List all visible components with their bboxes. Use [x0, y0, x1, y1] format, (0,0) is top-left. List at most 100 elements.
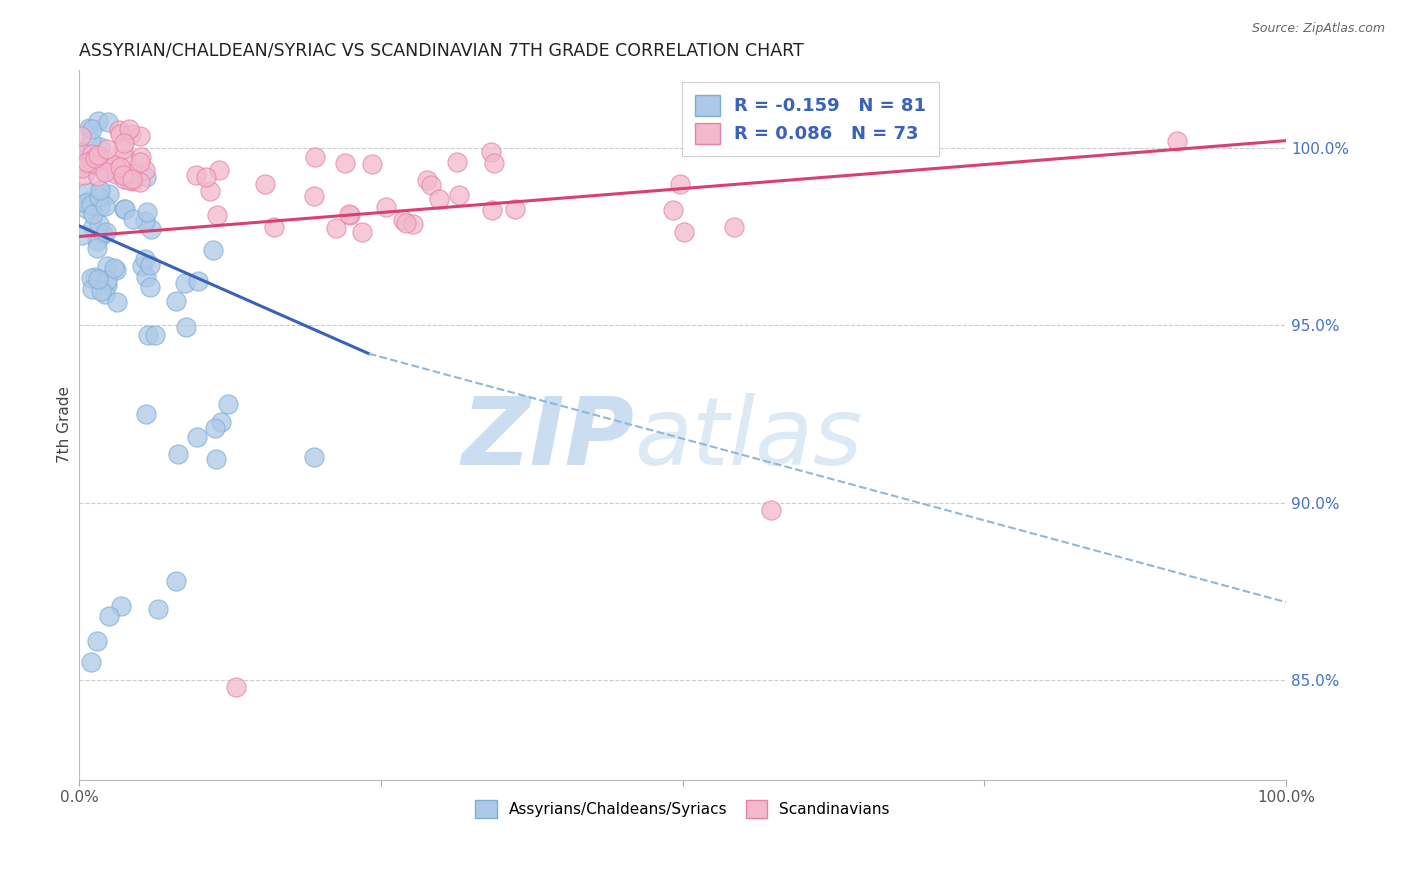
Point — [207, 162, 229, 177]
Point — [165, 294, 187, 309]
Point — [135, 170, 157, 185]
Point — [1166, 134, 1188, 148]
Point — [146, 602, 169, 616]
Point — [96, 278, 118, 293]
Point — [503, 202, 526, 216]
Point — [112, 168, 135, 182]
Point — [84, 159, 107, 173]
Y-axis label: 7th Grade: 7th Grade — [58, 386, 72, 463]
Point — [97, 161, 120, 176]
Point — [72, 157, 94, 171]
Point — [198, 184, 221, 198]
Point — [167, 447, 190, 461]
Point — [352, 225, 374, 239]
Point — [108, 160, 131, 174]
Point — [73, 168, 96, 182]
Point — [89, 200, 111, 214]
Point — [80, 198, 103, 212]
Point — [337, 206, 360, 220]
Point — [129, 150, 152, 164]
Point — [333, 156, 356, 170]
Point — [139, 279, 162, 293]
Point — [72, 145, 94, 159]
Point — [139, 258, 162, 272]
Point — [96, 273, 118, 287]
Point — [129, 154, 152, 169]
Point — [96, 259, 118, 273]
Point — [402, 217, 425, 231]
Point — [80, 134, 103, 148]
Point — [86, 241, 108, 255]
Point — [447, 188, 470, 202]
Point — [139, 222, 162, 236]
Point — [304, 150, 326, 164]
Point — [194, 169, 217, 184]
Point — [135, 205, 157, 219]
Point — [134, 162, 156, 177]
Point — [83, 269, 105, 284]
Point — [479, 145, 502, 159]
Point — [669, 177, 692, 191]
Point — [91, 227, 114, 241]
Point — [112, 136, 135, 150]
Point — [672, 225, 695, 239]
Point — [93, 153, 115, 167]
Point — [112, 202, 135, 217]
Point — [75, 195, 97, 210]
Point — [80, 656, 103, 670]
Point — [173, 277, 195, 291]
Point — [87, 114, 110, 128]
Point — [392, 212, 415, 227]
Point — [94, 199, 117, 213]
Point — [76, 202, 98, 217]
Point — [120, 127, 142, 141]
Point — [107, 123, 129, 137]
Point — [174, 320, 197, 334]
Point — [134, 252, 156, 266]
Point — [70, 129, 93, 144]
Point — [122, 211, 145, 226]
Point — [82, 220, 104, 235]
Point — [304, 450, 326, 464]
Point — [94, 164, 117, 178]
Text: ASSYRIAN/CHALDEAN/SYRIAC VS SCANDINAVIAN 7TH GRADE CORRELATION CHART: ASSYRIAN/CHALDEAN/SYRIAC VS SCANDINAVIAN… — [79, 42, 804, 60]
Point — [84, 151, 107, 165]
Point — [129, 129, 152, 144]
Point — [263, 220, 285, 235]
Point — [89, 140, 111, 154]
Point — [114, 202, 136, 216]
Point — [89, 217, 111, 231]
Point — [89, 183, 111, 197]
Point — [76, 155, 98, 169]
Point — [76, 186, 98, 200]
Point — [662, 202, 685, 217]
Point — [302, 189, 325, 203]
Point — [82, 156, 104, 170]
Point — [394, 216, 416, 230]
Point — [77, 194, 100, 208]
Point — [70, 227, 93, 242]
Point — [103, 260, 125, 275]
Point — [104, 158, 127, 172]
Point — [204, 421, 226, 435]
Point — [128, 174, 150, 188]
Point — [209, 415, 232, 429]
Point — [184, 168, 207, 182]
Point — [86, 634, 108, 648]
Point — [80, 271, 103, 285]
Point — [136, 328, 159, 343]
Point — [110, 599, 132, 613]
Point — [207, 208, 229, 222]
Point — [202, 243, 225, 257]
Point — [122, 174, 145, 188]
Point — [87, 169, 110, 184]
Point — [131, 259, 153, 273]
Point — [83, 155, 105, 169]
Point — [77, 157, 100, 171]
Point — [325, 221, 347, 235]
Point — [108, 127, 131, 141]
Point — [96, 142, 118, 156]
Point — [165, 574, 187, 588]
Point — [82, 207, 104, 221]
Point — [117, 167, 139, 181]
